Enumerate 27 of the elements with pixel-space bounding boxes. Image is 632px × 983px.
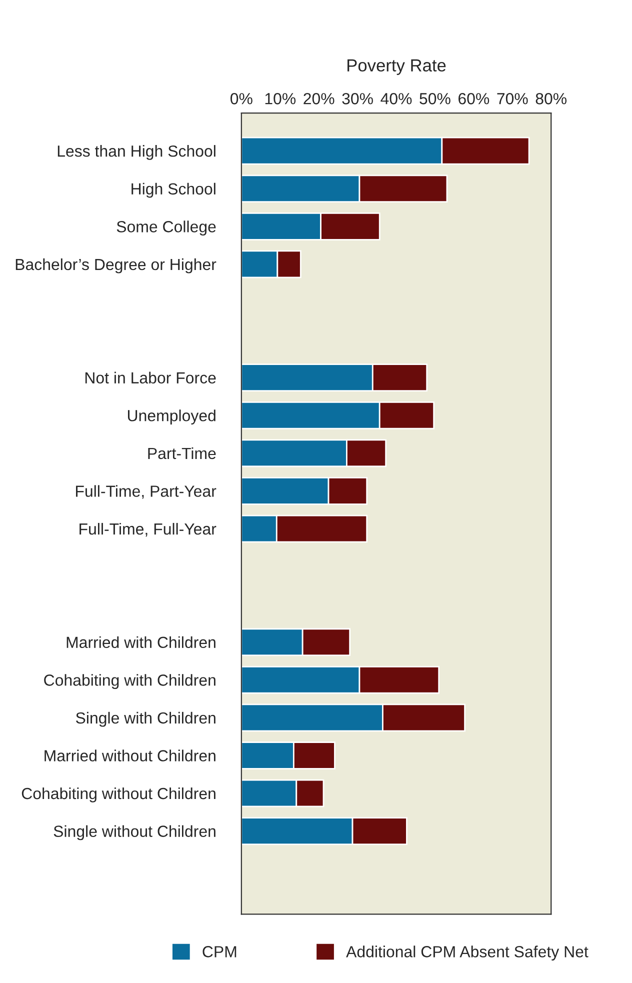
y-tick-label: Bachelor’s Degree or Higher	[16, 258, 216, 274]
x-tick-label: 60%	[458, 93, 490, 104]
y-tick-label: Single with Children	[76, 712, 216, 727]
y-tick-label: Full-Time, Full-Year	[80, 522, 216, 537]
x-tick-label: 80%	[536, 93, 567, 104]
x-tick-label: 30%	[342, 93, 373, 104]
x-tick-label: 70%	[497, 93, 528, 104]
y-tick-label: Married without Children	[44, 750, 216, 762]
x-tick-label: 50%	[420, 93, 450, 104]
x-tick-label: 20%	[304, 93, 334, 104]
legend-label: Additional CPM Absent Safety Net	[346, 946, 588, 961]
y-tick-label: Part-Time	[148, 447, 216, 460]
x-tick-label: 40%	[380, 93, 412, 104]
y-tick-label: Cohabiting with Children	[44, 674, 216, 689]
y-tick-label: Full-Time, Part-Year	[76, 485, 216, 499]
y-tick-label: Unemployed	[128, 410, 216, 424]
chart-title: Poverty Rate	[348, 59, 446, 75]
y-tick-label: Less than High School	[58, 145, 216, 160]
x-tick-label: 10%	[265, 93, 296, 104]
y-tick-label: Some College	[116, 220, 216, 236]
y-tick-label: Cohabiting without Children	[22, 787, 216, 802]
legend-label: CPM	[202, 946, 236, 958]
y-tick-label: High School	[132, 182, 216, 198]
y-tick-label: Single without Children	[54, 825, 216, 840]
y-tick-label: Not in Labor Force	[85, 372, 216, 384]
y-tick-label: Married with Children	[66, 636, 216, 648]
x-tick-label: 0%	[230, 93, 252, 104]
